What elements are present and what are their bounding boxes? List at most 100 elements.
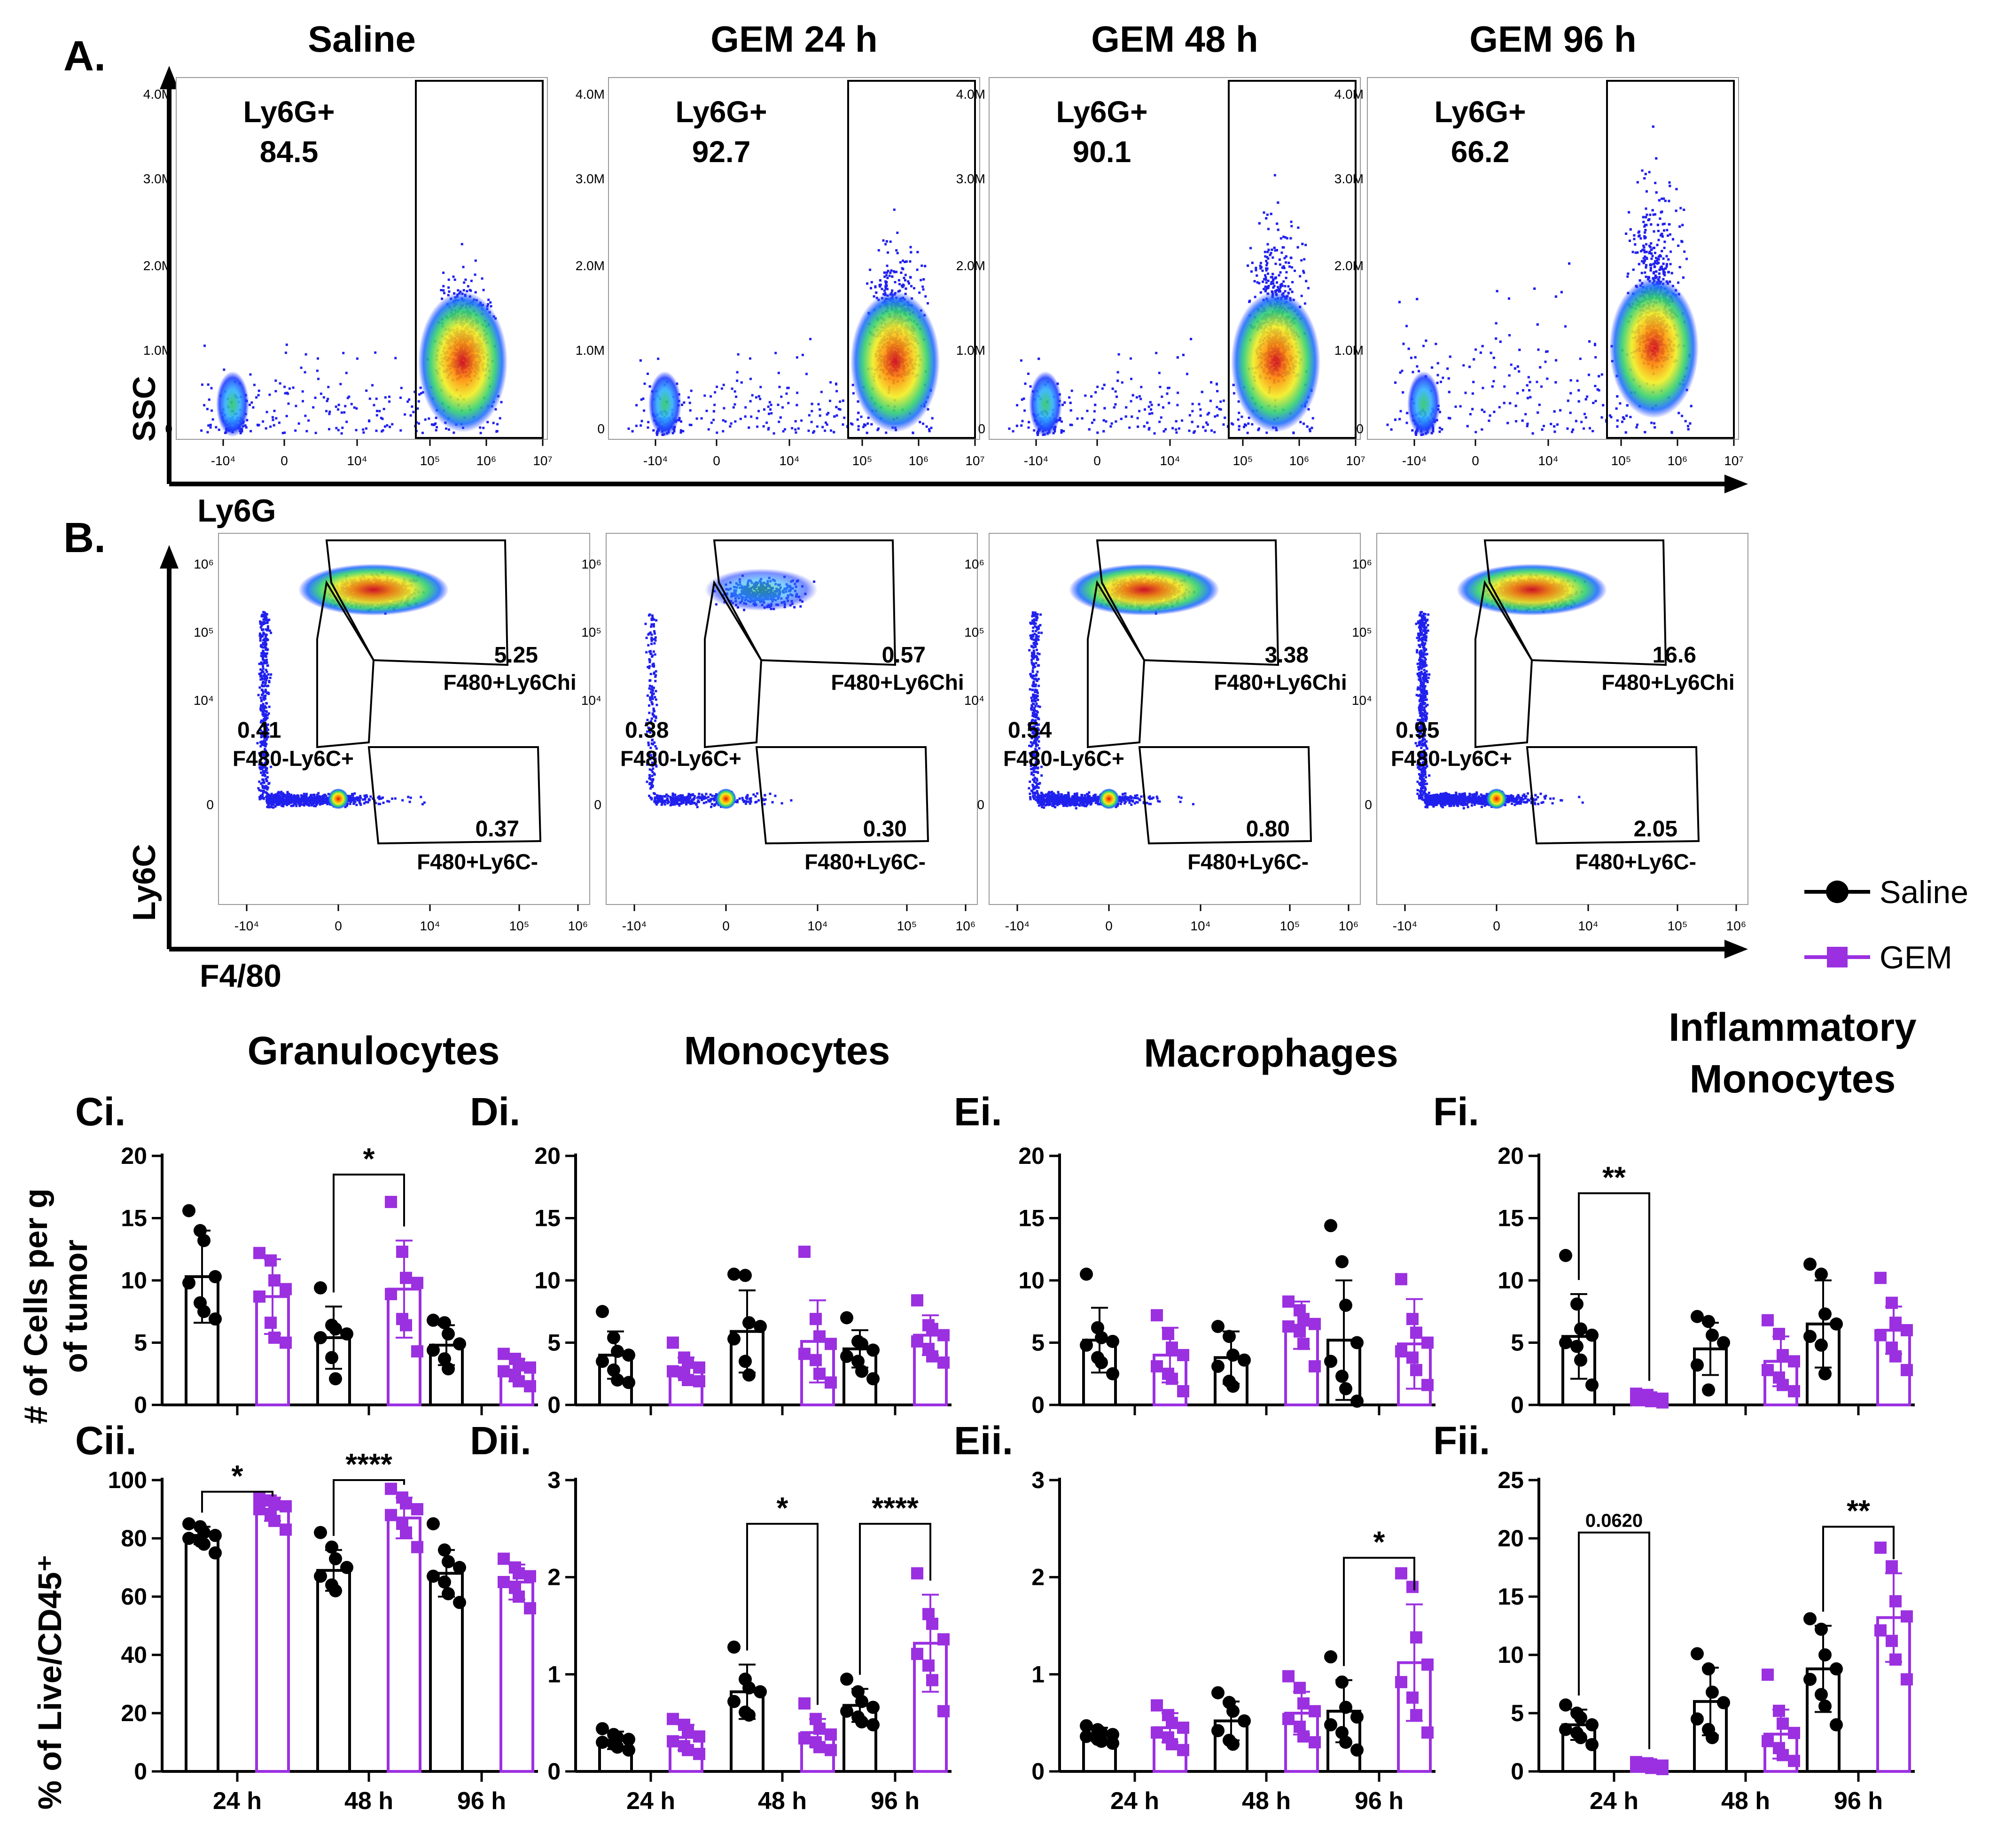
x-tick-label: 24 h	[213, 1787, 262, 1815]
y-tick-label: 20	[1498, 1143, 1524, 1169]
row2-y-axis-title: % of Live/CD45⁺	[31, 1555, 68, 1810]
data-point-saline	[1574, 1322, 1587, 1336]
significance-label: *	[1373, 1525, 1385, 1559]
panel-a-gate-value: 90.1	[1073, 135, 1131, 169]
panel-b-hi-label: F480+Ly6Chi	[1601, 670, 1734, 694]
bar-saline	[316, 1569, 351, 1773]
panel-a-plot-3: GEM 48 h Ly6G+ 90.1 4.0M 3.0M 2.0M 1.0M 0 -10⁴ 0 1…	[956, 18, 1365, 468]
panel-b-x-tick: 0	[335, 919, 342, 933]
data-point-gem	[798, 1697, 811, 1710]
chart-title: Granulocytes	[248, 1029, 500, 1073]
panel-b-neg-pos-value: 0.54	[1008, 718, 1052, 743]
data-point-gem	[1395, 1676, 1407, 1688]
panel-b-neg-pos-label: F480-Ly6C+	[620, 746, 741, 771]
y-tick-label: 10	[534, 1267, 561, 1294]
data-point-gem	[1762, 1314, 1774, 1326]
data-point-gem	[253, 1247, 265, 1259]
data-point-saline	[438, 1575, 451, 1589]
significance-label: *	[363, 1142, 375, 1176]
y-tick-label: 15	[1498, 1583, 1524, 1610]
panel-b-hotspot-neg	[716, 788, 736, 809]
data-point-saline	[438, 1316, 451, 1330]
y-tick-label: 25	[1498, 1467, 1524, 1493]
data-point-gem	[1889, 1595, 1902, 1607]
panel-b-neg-pos-value: 0.38	[625, 718, 669, 743]
data-point-saline	[1095, 1734, 1108, 1748]
panel-b-hotspot-neg	[328, 788, 349, 809]
data-point-gem	[385, 1288, 397, 1301]
panel-a-y-tick: 0	[597, 421, 605, 436]
y-tick-label: 2	[547, 1564, 561, 1591]
data-point-gem	[937, 1356, 950, 1369]
data-point-saline	[866, 1343, 880, 1357]
data-point-gem	[1788, 1385, 1800, 1397]
panel-a-gate-value: 66.2	[1451, 135, 1510, 169]
panel-b-pos-neg-label: F480+Ly6C-	[417, 850, 538, 874]
panel-b-hotspot-neg	[1099, 788, 1119, 809]
panel-b-x-tick: -10⁴	[234, 919, 259, 933]
panel-a-x-tick: 10⁷	[1724, 453, 1743, 468]
panel-label: Fi.	[1433, 1090, 1479, 1134]
y-tick-label: 0	[547, 1758, 561, 1785]
data-point-gem	[1762, 1669, 1774, 1681]
data-point-gem	[280, 1523, 292, 1536]
data-point-gem	[1762, 1364, 1774, 1376]
data-point-gem	[524, 1602, 536, 1614]
panel-a-x-tick: 10⁷	[533, 453, 552, 468]
panel-a-hotspot-low	[1407, 371, 1440, 437]
panel-a-x-tick: -10⁴	[1024, 453, 1049, 468]
panel-b-flow-plots: B. Ly6C F4/80 5.25F480+Ly6Chi0.41F480-Ly…	[63, 515, 1748, 994]
data-point-saline	[1818, 1700, 1832, 1713]
panel-b-y-tick: 10⁵	[194, 625, 214, 639]
data-point-saline	[742, 1708, 756, 1722]
data-point-gem	[825, 1338, 837, 1350]
data-point-gem	[1874, 1329, 1887, 1341]
data-point-gem	[1889, 1350, 1902, 1363]
panel-a-gate-label: Ly6G+	[1056, 95, 1147, 129]
data-point-gem	[524, 1361, 536, 1374]
panel-a-x-tick: 10⁵	[852, 453, 873, 468]
data-point-saline	[314, 1281, 327, 1294]
data-point-gem	[1406, 1581, 1419, 1593]
data-point-saline	[1238, 1353, 1251, 1367]
data-point-saline	[840, 1672, 853, 1686]
data-point-saline	[855, 1365, 868, 1378]
data-point-saline	[182, 1517, 195, 1530]
data-point-gem	[524, 1380, 536, 1393]
data-point-saline	[742, 1368, 756, 1382]
data-point-gem	[1166, 1716, 1178, 1729]
data-point-gem	[498, 1365, 510, 1378]
data-point-gem	[411, 1277, 423, 1289]
data-point-gem	[1151, 1699, 1163, 1712]
data-point-saline	[340, 1561, 353, 1574]
data-point-gem	[1773, 1705, 1785, 1717]
data-point-gem	[411, 1503, 423, 1515]
data-point-gem	[825, 1728, 837, 1741]
panel-a-x-axis-label: Ly6G	[197, 493, 276, 529]
data-point-saline	[727, 1695, 741, 1708]
panel-b-pos-neg-value: 2.05	[1634, 817, 1677, 842]
panel-b-x-tick: 10⁴	[807, 919, 827, 933]
legend-gem: GEM	[1804, 940, 1952, 975]
data-point-gem	[1645, 1395, 1657, 1408]
data-point-gem	[937, 1633, 950, 1645]
data-point-saline	[739, 1269, 752, 1282]
bar-chart-fi: Inflammatory Monocytes Fi. 0 5 10 15 20 **	[1433, 1005, 1917, 1418]
panel-a-hotspot	[1609, 277, 1699, 418]
panel-a-x-tick: 10⁶	[476, 453, 497, 468]
data-point-gem	[1777, 1379, 1789, 1391]
y-tick-label: 20	[534, 1143, 561, 1169]
y-tick-label: 0	[1031, 1758, 1045, 1785]
data-point-gem	[1309, 1318, 1321, 1330]
data-point-saline	[1226, 1380, 1240, 1393]
panel-b-gate-hi	[325, 539, 509, 666]
data-point-gem	[268, 1514, 281, 1527]
panel-a-gate-label: Ly6G+	[675, 95, 767, 129]
bar-gem	[255, 1508, 290, 1773]
panel-b-pos-neg-value: 0.37	[476, 817, 519, 842]
data-point-saline	[1223, 1330, 1236, 1343]
data-point-gem	[1282, 1320, 1295, 1333]
y-tick-label: 10	[1498, 1642, 1524, 1668]
